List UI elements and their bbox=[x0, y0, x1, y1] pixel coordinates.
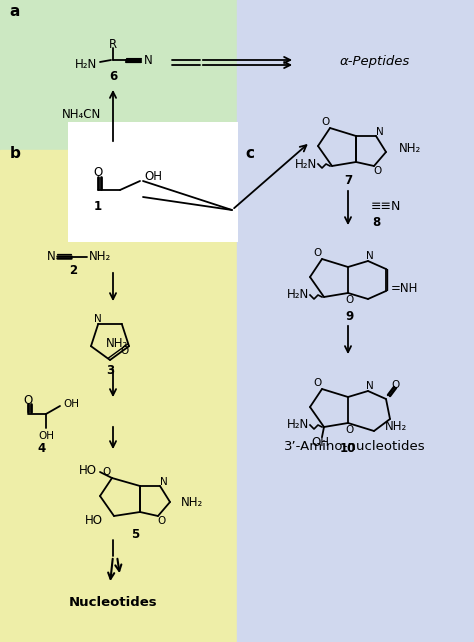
Text: ≡≡N: ≡≡N bbox=[371, 200, 401, 213]
Text: N: N bbox=[94, 314, 102, 324]
Text: NH₂: NH₂ bbox=[89, 250, 111, 263]
Text: N: N bbox=[366, 251, 374, 261]
Text: NH₂: NH₂ bbox=[106, 336, 128, 350]
Text: NH₂: NH₂ bbox=[181, 496, 203, 508]
Text: H₂N: H₂N bbox=[75, 58, 97, 71]
Text: HO: HO bbox=[85, 514, 103, 526]
Text: 5: 5 bbox=[131, 528, 139, 541]
Text: H₂N: H₂N bbox=[295, 157, 317, 171]
Text: H₂N: H₂N bbox=[287, 419, 309, 431]
Text: α-Peptides: α-Peptides bbox=[340, 55, 410, 69]
Text: O: O bbox=[23, 394, 33, 406]
Text: O: O bbox=[346, 425, 354, 435]
Text: O: O bbox=[93, 166, 103, 180]
Text: HO: HO bbox=[79, 464, 97, 476]
Text: NH₄CN: NH₄CN bbox=[63, 107, 101, 121]
Text: 7: 7 bbox=[344, 173, 352, 186]
Bar bbox=[0, 0, 237, 150]
Text: 8: 8 bbox=[372, 216, 380, 229]
Bar bbox=[237, 0, 474, 642]
Text: N: N bbox=[144, 53, 152, 67]
Text: O: O bbox=[158, 516, 166, 526]
Text: a: a bbox=[10, 4, 20, 19]
Text: O: O bbox=[392, 380, 400, 390]
Text: OH: OH bbox=[311, 437, 329, 449]
Text: OH: OH bbox=[63, 399, 79, 409]
Text: 10: 10 bbox=[340, 442, 356, 456]
Text: Nucleotides: Nucleotides bbox=[69, 596, 157, 609]
Bar bbox=[0, 150, 237, 642]
Text: O: O bbox=[322, 117, 330, 127]
Text: 3’-Amino-nucleotides: 3’-Amino-nucleotides bbox=[284, 440, 426, 453]
Text: 3: 3 bbox=[106, 363, 114, 376]
Text: O: O bbox=[314, 248, 322, 258]
Text: 4: 4 bbox=[38, 442, 46, 455]
Text: OH: OH bbox=[144, 171, 162, 184]
Text: OH: OH bbox=[38, 431, 54, 441]
Text: 6: 6 bbox=[109, 69, 117, 83]
Text: 1: 1 bbox=[94, 200, 102, 214]
Text: R: R bbox=[109, 37, 117, 51]
Text: O: O bbox=[103, 467, 111, 477]
Text: =NH: =NH bbox=[390, 282, 418, 295]
Text: H₂N: H₂N bbox=[287, 288, 309, 302]
Text: 9: 9 bbox=[346, 311, 354, 324]
Text: O: O bbox=[120, 346, 128, 356]
Text: N: N bbox=[46, 250, 55, 263]
Text: N: N bbox=[160, 477, 168, 487]
Text: O: O bbox=[314, 378, 322, 388]
Text: c: c bbox=[246, 146, 255, 162]
Text: b: b bbox=[9, 146, 20, 162]
Text: O: O bbox=[374, 166, 382, 176]
Bar bbox=[68, 122, 238, 242]
Text: O: O bbox=[346, 295, 354, 305]
Text: NH₂: NH₂ bbox=[385, 421, 407, 433]
Text: NH₂: NH₂ bbox=[399, 141, 421, 155]
Text: N: N bbox=[376, 127, 384, 137]
Text: 2: 2 bbox=[69, 263, 77, 277]
Text: N: N bbox=[366, 381, 374, 391]
